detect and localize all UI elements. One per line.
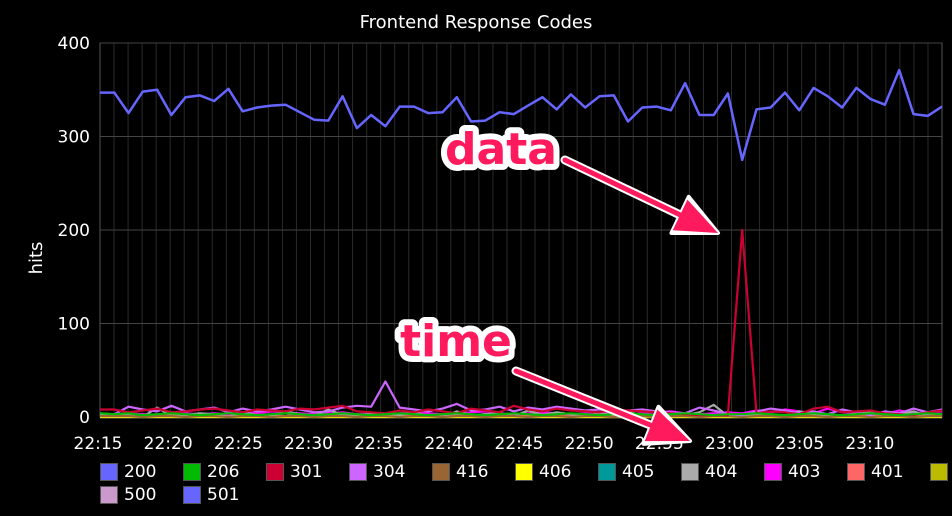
legend-swatch — [681, 463, 699, 481]
legend-item: 403 — [764, 462, 847, 482]
y-axis-label: hits — [26, 242, 47, 275]
legend-label: 406 — [539, 462, 572, 482]
x-tick-label: 22:45 — [495, 434, 544, 454]
svg-text:data: data — [445, 124, 557, 175]
y-tick-label: 100 — [58, 315, 90, 335]
legend-item: 301 — [266, 462, 349, 482]
legend-swatch — [183, 486, 201, 504]
x-tick-label: 22:15 — [74, 434, 123, 454]
legend-row: 500 501 — [100, 485, 266, 505]
y-tick-label: 200 — [58, 221, 90, 241]
legend-swatch — [930, 463, 948, 481]
legend-swatch — [847, 463, 865, 481]
legend-swatch — [100, 463, 118, 481]
legend-item: 500 — [100, 485, 183, 505]
legend-label: 501 — [207, 485, 240, 505]
grid — [99, 42, 943, 418]
legend-label: 401 — [871, 462, 904, 482]
legend-item: 206 — [183, 462, 266, 482]
x-tick-label: 23:05 — [775, 434, 824, 454]
legend-swatch — [266, 463, 284, 481]
legend-item: 406 — [515, 462, 598, 482]
x-tick-label: 22:25 — [214, 434, 263, 454]
x-tick-label: 22:50 — [565, 434, 614, 454]
legend-item: 401 — [847, 462, 930, 482]
legend-item: 304 — [349, 462, 432, 482]
legend-item: 405 — [598, 462, 681, 482]
x-tick-label: 23:10 — [845, 434, 894, 454]
legend-item: 416 — [432, 462, 515, 482]
y-ticks: 0 100 200 300 400 — [58, 34, 90, 428]
svg-text:time: time — [400, 316, 512, 367]
legend-swatch — [515, 463, 533, 481]
legend-swatch — [183, 463, 201, 481]
legend-row: 200 206 301 304 416 406 405 404 403 401 — [100, 462, 952, 482]
annotation-arrow-time — [511, 366, 692, 446]
series-line-416 — [100, 415, 942, 419]
legend-label: 304 — [373, 462, 406, 482]
x-tick-label: 22:40 — [424, 434, 473, 454]
legend-item: 404 — [681, 462, 764, 482]
legend-label: 301 — [290, 462, 323, 482]
legend-swatch — [598, 463, 616, 481]
y-tick-label: 400 — [58, 34, 90, 54]
x-tick-label: 22:20 — [144, 434, 193, 454]
legend-swatch — [100, 486, 118, 504]
legend-item: 200 — [100, 462, 183, 482]
legend-label: 206 — [207, 462, 240, 482]
chart-title: Frontend Response Codes — [360, 12, 593, 33]
svg-text:data: data — [445, 124, 557, 175]
series-line-206 — [99, 412, 943, 417]
legend-label: 416 — [456, 462, 489, 482]
x-ticks: 22:15 22:20 22:25 22:30 22:35 22:40 22:45 22:50… — [74, 434, 895, 454]
legend-label: 500 — [124, 485, 157, 505]
legend-label: 403 — [788, 462, 821, 482]
legend-label: 200 — [124, 462, 157, 482]
series-lines — [99, 68, 943, 419]
legend-swatch — [432, 463, 450, 481]
series-line-200 — [100, 68, 943, 162]
x-tick-label: 23:00 — [705, 434, 754, 454]
legend-swatch — [349, 463, 367, 481]
legend-label: 405 — [622, 462, 655, 482]
legend-label: 404 — [705, 462, 738, 482]
legend-swatch — [764, 463, 782, 481]
y-tick-label: 300 — [58, 128, 90, 148]
svg-text:time: time — [400, 316, 512, 367]
legend-item — [930, 463, 952, 481]
y-tick-label: 0 — [79, 408, 90, 428]
annotation-arrow-data — [560, 155, 720, 235]
x-tick-label: 22:30 — [284, 434, 333, 454]
x-tick-label: 22:35 — [354, 434, 403, 454]
legend-item: 501 — [183, 485, 266, 505]
